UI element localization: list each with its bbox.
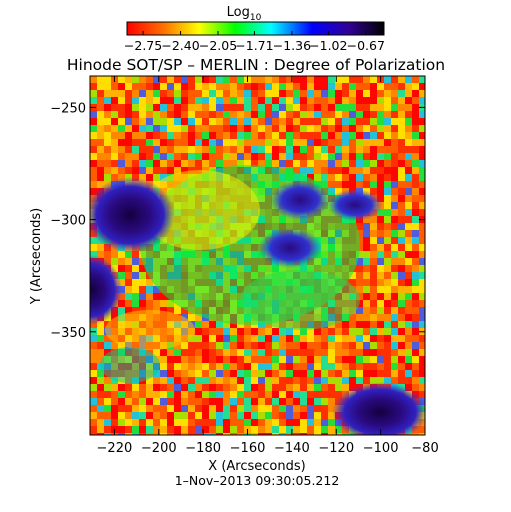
colorbar-gradient [126, 21, 385, 36]
x-tick-label: −120 [318, 441, 354, 456]
colorbar-title-text: Log [227, 5, 250, 20]
y-axis-ticks: −250 −300 −350 [50, 101, 425, 341]
x-tick-label: −100 [363, 441, 399, 456]
y-tick-label: −350 [50, 326, 86, 341]
heatmap-image [90, 76, 425, 435]
sunspot [258, 228, 322, 268]
x-tick-label: −80 [411, 441, 438, 456]
y-tick-label: −250 [50, 101, 86, 116]
colorbar-title-subscript: 10 [250, 13, 262, 23]
plot-title: Hinode SOT/SP – MERLIN : Degree of Polar… [67, 56, 445, 74]
colorbar-tick-label: −2.40 [161, 38, 199, 53]
date-label: 1–Nov–2013 09:30:05.212 [175, 473, 340, 488]
colorbar-ticks: −2.75 −2.40 −2.05−1.71 −1.36−1.02 −0.67 [124, 31, 385, 53]
colorbar-tick-label: −2.75 [124, 38, 162, 53]
colorbar-title: Log10 [227, 5, 262, 23]
sunspot [270, 180, 330, 220]
y-tick-label: −300 [50, 214, 86, 229]
plot-frame [89, 75, 426, 436]
colorbar-tick-label: −0.67 [347, 38, 385, 53]
colorbar: Log10 −2.75 −2.40 −2.05−1.71 −1.36−1.02 −0.6… [124, 5, 385, 53]
colorbar-tick-label: −2.05 [199, 38, 237, 53]
x-axis-ticks: −220 −200 −180 −160 −140 −120 −100 −80 [97, 76, 439, 456]
sunspot [327, 189, 383, 221]
colorbar-tick-label: −1.36 [273, 38, 311, 53]
colorbar-tick-label: −1.71 [235, 38, 273, 53]
x-tick-label: −140 [274, 441, 310, 456]
x-tick-label: −200 [141, 441, 177, 456]
sunspot [90, 177, 175, 253]
x-tick-label: −220 [97, 441, 133, 456]
y-axis-label: Y (Arcseconds) [29, 208, 44, 305]
sunspot [90, 255, 122, 325]
sunspot [332, 382, 425, 435]
x-tick-label: −180 [185, 441, 221, 456]
x-axis-label: X (Arcseconds) [208, 459, 305, 474]
x-tick-label: −160 [230, 441, 266, 456]
colorbar-tick-label: −1.02 [309, 38, 347, 53]
